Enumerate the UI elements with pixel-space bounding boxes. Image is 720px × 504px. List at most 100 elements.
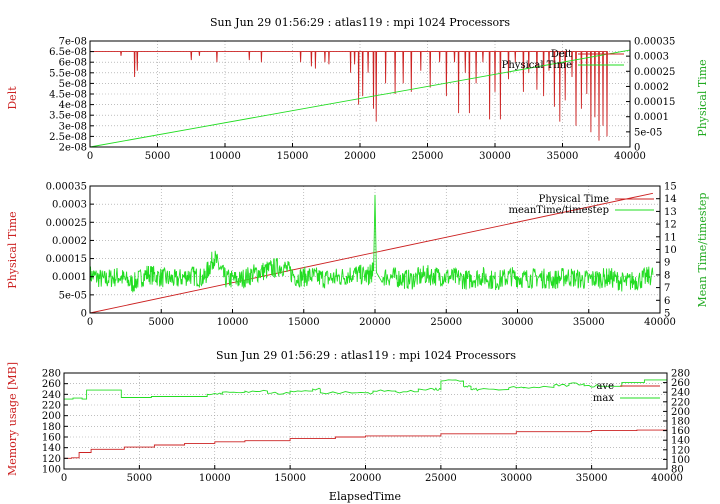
panel-memory: Sun Jun 29 01:56:29 : atlas119 : mpi 102… bbox=[6, 349, 690, 503]
y2-tick-label: 13 bbox=[664, 207, 677, 218]
panel1-y2label: Physical Time bbox=[696, 59, 709, 136]
series-meantime-timestep-line bbox=[89, 194, 654, 293]
y-tick-label: 0.0003 bbox=[52, 200, 87, 211]
x-tick-label: 35000 bbox=[576, 473, 608, 484]
y-tick-label: 4e-08 bbox=[59, 100, 87, 111]
x-tick-label: 5000 bbox=[145, 151, 170, 162]
y-tick-label: 6e-08 bbox=[59, 58, 87, 69]
y-tick-label: 6.5e-08 bbox=[49, 47, 87, 58]
x-tick-label: 30000 bbox=[502, 317, 534, 328]
y2-tick-label: 0.00025 bbox=[634, 67, 675, 78]
x-tick-label: 10000 bbox=[199, 473, 231, 484]
panel1-title: Sun Jun 29 01:56:29 : atlas119 : mpi 102… bbox=[210, 16, 510, 29]
series-ave-line bbox=[64, 429, 668, 459]
y2-tick-label: 12 bbox=[664, 220, 677, 231]
y2-tick-label: 7 bbox=[664, 283, 670, 294]
y-tick-label: 0.0001 bbox=[52, 272, 87, 283]
y-tick-label: 0.00015 bbox=[46, 254, 87, 265]
y2-tick-label: 280 bbox=[671, 369, 690, 380]
panel3-xlabel: ElapsedTime bbox=[329, 490, 401, 503]
series-delt-line bbox=[90, 51, 608, 141]
y2-tick-label: 6 bbox=[664, 296, 670, 307]
y2-tick-label: 100 bbox=[671, 455, 690, 466]
x-tick-label: 0 bbox=[61, 473, 67, 484]
x-tick-label: 0 bbox=[87, 317, 93, 328]
legend-phys2-label: Physical Time bbox=[539, 194, 609, 205]
x-tick-label: 0 bbox=[87, 151, 93, 162]
y-tick-label: 4.5e-08 bbox=[49, 90, 87, 101]
panel2-legend: Physical Time meanTime/timestep bbox=[508, 194, 654, 216]
y2-tick-label: 220 bbox=[671, 397, 690, 408]
x-tick-label: 35000 bbox=[547, 151, 579, 162]
y2-tick-label: 160 bbox=[671, 426, 690, 437]
legend-max-label: max bbox=[593, 393, 614, 404]
y-tick-label: 260 bbox=[42, 379, 61, 390]
y2-tick-label: 240 bbox=[671, 388, 690, 399]
x-tick-label: 10000 bbox=[209, 151, 241, 162]
y2-tick-label: 200 bbox=[671, 407, 690, 418]
y2-tick-label: 15 bbox=[664, 182, 677, 193]
series-max-line bbox=[64, 379, 668, 400]
x-tick-label: 30000 bbox=[479, 151, 511, 162]
x-tick-label: 5000 bbox=[149, 317, 174, 328]
panel1-ylabel: Delt bbox=[6, 86, 19, 110]
panel2-y2label: Mean Time/timestep bbox=[696, 193, 709, 308]
y2-tick-label: 14 bbox=[664, 194, 677, 205]
y2-tick-label: 0.0002 bbox=[634, 82, 669, 93]
y2-tick-label: 0.0003 bbox=[634, 52, 669, 63]
x-tick-label: 20000 bbox=[344, 151, 376, 162]
y2-tick-label: 0.00035 bbox=[634, 37, 675, 48]
y2-tick-label: 8 bbox=[664, 270, 670, 281]
y-tick-label: 7e-08 bbox=[59, 37, 87, 48]
x-tick-label: 25000 bbox=[430, 317, 462, 328]
y2-tick-label: 120 bbox=[671, 445, 690, 456]
x-tick-label: 35000 bbox=[573, 317, 605, 328]
legend-phys-label: Physical Time bbox=[502, 60, 572, 71]
y-tick-label: 120 bbox=[42, 454, 61, 465]
panel2-ylabel: Physical Time bbox=[6, 211, 19, 288]
panel2-frame bbox=[89, 185, 661, 314]
y-tick-label: 2e-08 bbox=[59, 143, 87, 154]
y-tick-label: 160 bbox=[42, 433, 61, 444]
y2-tick-label: 10 bbox=[664, 245, 677, 256]
y2-tick-label: 0.0001 bbox=[634, 112, 669, 123]
y2-tick-label: 180 bbox=[671, 417, 690, 428]
y2-tick-label: 5 bbox=[664, 309, 670, 320]
series-physical-time-line bbox=[89, 49, 631, 148]
x-tick-label: 40000 bbox=[651, 473, 683, 484]
y-tick-label: 100 bbox=[42, 465, 61, 476]
y-tick-label: 3.5e-08 bbox=[49, 111, 87, 122]
y-tick-label: 140 bbox=[42, 443, 61, 454]
panel1-legend: Delt Physical Time bbox=[502, 49, 624, 71]
y-tick-label: 280 bbox=[42, 369, 61, 380]
y-tick-label: 5e-08 bbox=[59, 79, 87, 90]
x-tick-label: 5000 bbox=[127, 473, 152, 484]
y-tick-label: 0.00025 bbox=[46, 218, 87, 229]
y2-tick-label: 9 bbox=[664, 258, 670, 269]
y-tick-label: 5.5e-08 bbox=[49, 68, 87, 79]
y2-tick-label: 0.00015 bbox=[634, 97, 675, 108]
x-tick-label: 25000 bbox=[425, 473, 457, 484]
panel3-frame bbox=[63, 372, 668, 470]
y-tick-label: 220 bbox=[42, 401, 61, 412]
y-tick-label: 5e-05 bbox=[59, 290, 87, 301]
y-tick-label: 0.00035 bbox=[46, 182, 87, 193]
panel-delt: Sun Jun 29 01:56:29 : atlas119 : mpi 102… bbox=[6, 16, 709, 162]
x-tick-label: 40000 bbox=[614, 151, 646, 162]
y-tick-label: 3e-08 bbox=[59, 121, 87, 132]
series-physical-time-line bbox=[89, 192, 653, 314]
x-tick-label: 30000 bbox=[500, 473, 532, 484]
legend-ave-label: ave bbox=[596, 381, 614, 392]
y-tick-label: 200 bbox=[42, 411, 61, 422]
x-tick-label: 15000 bbox=[288, 317, 320, 328]
panel3-ylabel: Memory usage [MB] bbox=[6, 362, 19, 476]
panel1-frame bbox=[89, 40, 631, 148]
panel3-legend: ave max bbox=[593, 381, 660, 404]
y-tick-label: 0 bbox=[81, 309, 87, 320]
legend-delt-label: Delt bbox=[551, 49, 572, 60]
y2-tick-label: 11 bbox=[664, 232, 677, 243]
x-tick-label: 20000 bbox=[350, 473, 382, 484]
y2-tick-label: 140 bbox=[671, 436, 690, 447]
x-tick-label: 40000 bbox=[644, 317, 676, 328]
legend-mean-label: meanTime/timestep bbox=[508, 205, 609, 216]
